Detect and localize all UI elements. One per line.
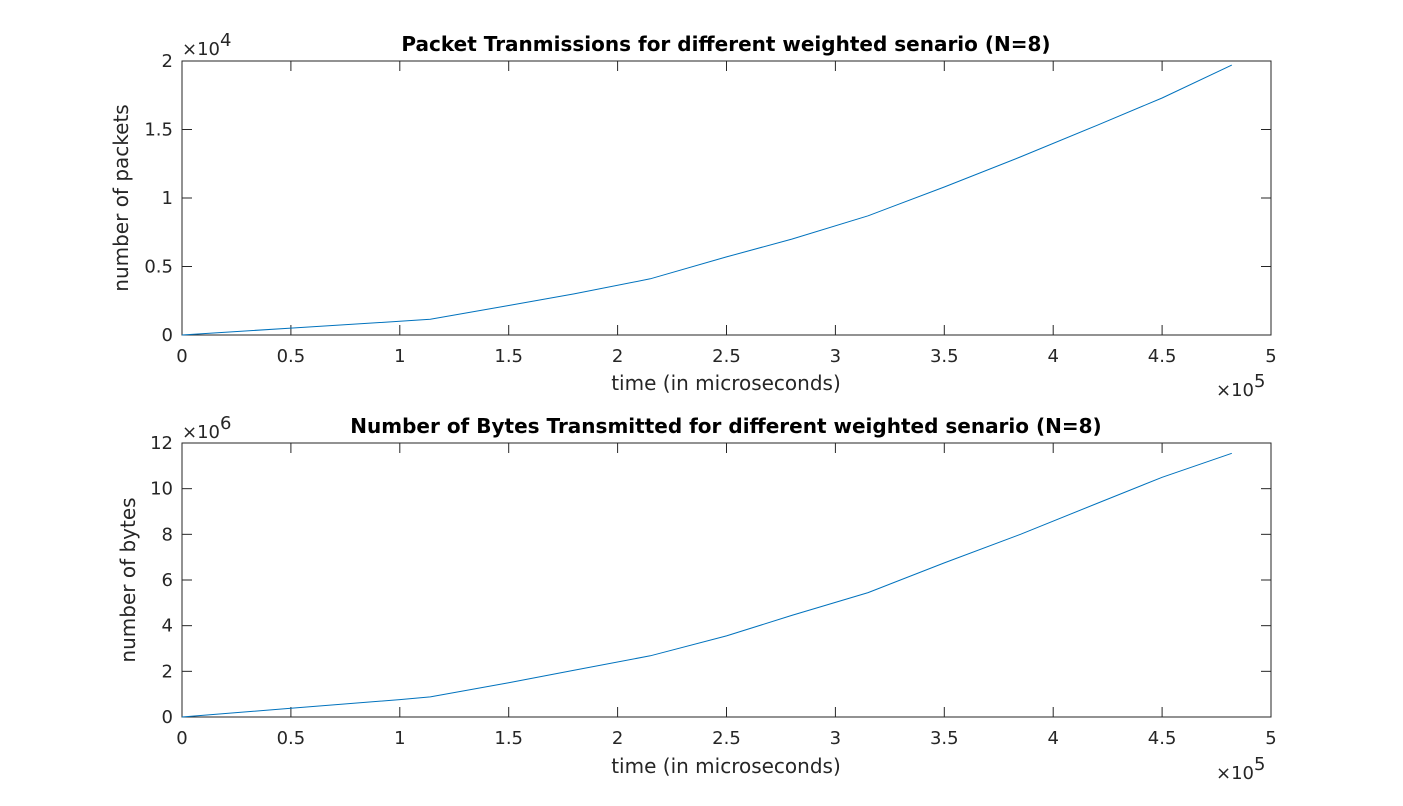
x-exponent-label: ×105 (1216, 371, 1265, 401)
y-tick-label: 1 (162, 188, 173, 209)
x-tick-label: 5 (1265, 346, 1276, 367)
x-tick-label: 4 (1047, 346, 1058, 367)
chart-packets: Packet Tranmissions for different weight… (109, 30, 1277, 401)
x-tick-label: 2 (612, 728, 623, 749)
series-line (181, 452, 1232, 718)
chart-bytes: Number of Bytes Transmitted for differen… (116, 413, 1277, 784)
y-tick-label: 6 (162, 570, 173, 591)
y-tick-label: 8 (162, 524, 173, 545)
series-line (181, 64, 1233, 336)
chart-title: Packet Tranmissions for different weight… (401, 32, 1050, 56)
y-axis-label: number of packets (109, 104, 133, 291)
x-axis-label: time (in microseconds) (611, 371, 841, 395)
x-tick-label: 1 (394, 728, 405, 749)
x-tick-label: 2.5 (712, 728, 741, 749)
y-tick-label: 2 (162, 661, 173, 682)
x-axis-label: time (in microseconds) (611, 754, 841, 778)
y-tick-label: 4 (162, 616, 173, 637)
x-tick-label: 3 (830, 346, 841, 367)
x-tick-label: 3.5 (930, 346, 959, 367)
x-exponent-label: ×105 (1216, 754, 1265, 784)
x-tick-label: 3.5 (930, 728, 959, 749)
y-exponent-label: ×104 (182, 30, 231, 60)
y-tick-label: 0 (162, 707, 173, 728)
x-tick-label: 4.5 (1148, 728, 1177, 749)
x-tick-label: 0.5 (277, 728, 306, 749)
x-tick-label: 3 (830, 728, 841, 749)
x-tick-label: 4.5 (1148, 346, 1177, 367)
x-tick-label: 1.5 (494, 728, 523, 749)
axis-ticks: 0 0.5 1 1.5 2 2.5 3 3.5 4 4.5 5 0 0.5 1 1.5 2 (144, 51, 1276, 367)
x-tick-label: 1 (394, 346, 405, 367)
x-tick-label: 0 (176, 728, 187, 749)
chart-title: Number of Bytes Transmitted for differen… (350, 414, 1101, 438)
y-exponent-label: ×106 (182, 413, 231, 443)
y-tick-label: 10 (150, 479, 173, 500)
x-tick-label: 4 (1047, 728, 1058, 749)
y-axis-label: number of bytes (116, 497, 140, 662)
y-tick-label: 2 (162, 51, 173, 72)
x-tick-label: 2 (612, 346, 623, 367)
y-tick-label: 1.5 (144, 120, 173, 141)
x-tick-label: 5 (1265, 728, 1276, 749)
y-tick-label: 12 (150, 433, 173, 454)
axis-ticks: 0 0.5 1 1.5 2 2.5 3 3.5 4 4.5 5 0 2 4 6 8 10 12 (150, 433, 1277, 749)
plot-area (181, 442, 1272, 718)
x-tick-label: 0 (176, 346, 187, 367)
x-tick-label: 0.5 (277, 346, 306, 367)
y-tick-label: 0 (162, 325, 173, 346)
x-tick-label: 1.5 (494, 346, 523, 367)
y-tick-label: 0.5 (144, 257, 173, 278)
plot-area (181, 60, 1272, 336)
x-tick-label: 2.5 (712, 346, 741, 367)
